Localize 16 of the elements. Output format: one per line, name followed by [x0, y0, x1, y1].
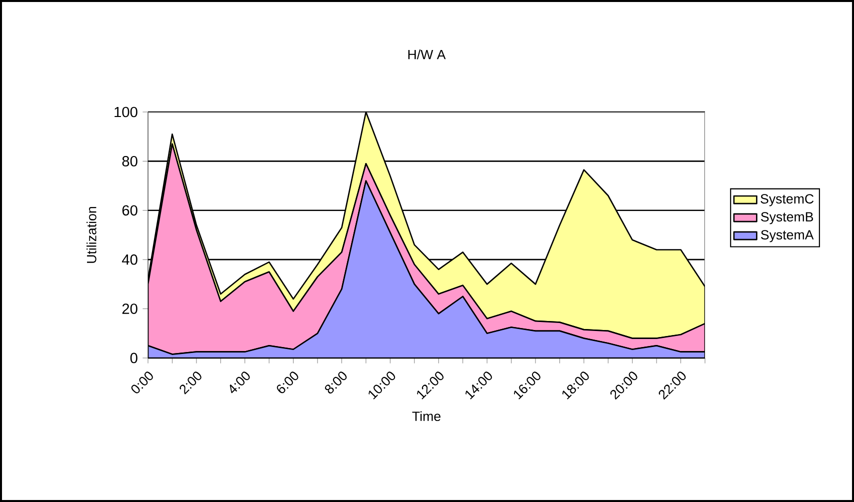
y-tick-label: 20 [122, 304, 138, 314]
y-axis-title: Utilization [86, 206, 96, 263]
x-axis-title: Time [412, 411, 440, 422]
x-tick-label: 0:00 [131, 372, 153, 394]
y-tick-label: 60 [122, 205, 138, 216]
y-tick-label: 0 [130, 352, 138, 364]
legend-label: SystemC [760, 194, 814, 206]
legend-label: SystemA [761, 230, 814, 242]
legend-label: SystemB [761, 212, 814, 224]
y-tick-label: 100 [114, 106, 138, 118]
y-tick-label: 80 [122, 156, 138, 166]
x-tick-label: 4:00 [230, 372, 250, 394]
y-tick-label: 40 [122, 254, 138, 265]
x-tick-label: 6:00 [276, 372, 298, 394]
chart-title: H/W A [408, 49, 446, 60]
x-tick-label: 8:00 [324, 372, 347, 394]
